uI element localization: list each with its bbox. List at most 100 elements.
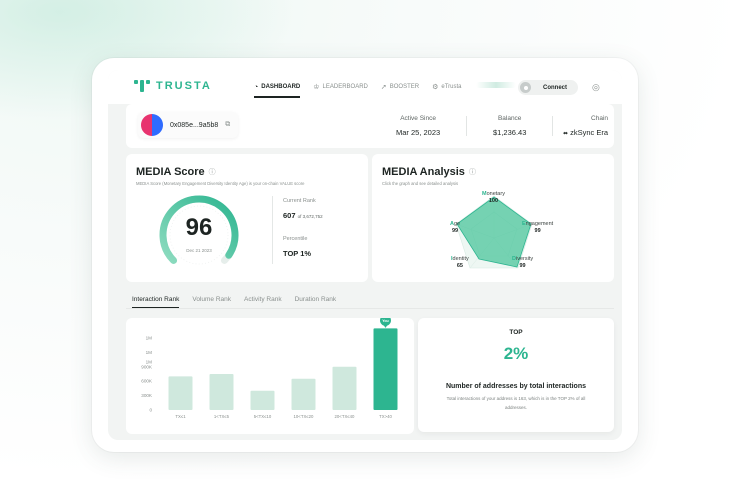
y-tick-label: 1M	[146, 350, 153, 355]
info-icon[interactable]: ⓘ	[208, 169, 216, 176]
you-marker-tail	[383, 324, 388, 328]
radar-label-age: Age 99	[450, 221, 461, 234]
account-summary-card: 0x085e...9a5b8 ⧉ Active Since Mar 25, 20…	[126, 104, 614, 148]
media-score-title-row: MEDIA Score ⓘ	[136, 166, 216, 178]
user-avatar-icon	[520, 82, 531, 93]
tab-volume-rank[interactable]: Volume Rank	[192, 296, 232, 303]
you-marker-pin	[380, 318, 391, 326]
active-since-stat: Active Since Mar 25, 2023	[396, 115, 440, 137]
balance-label: Balance	[497, 115, 522, 122]
brand-name: TRUSTA	[156, 80, 212, 92]
y-tick-label: 300K	[141, 393, 153, 398]
media-analysis-title: MEDIA Analysis	[382, 166, 465, 178]
current-rank-value-row: 607 of 3,672,752	[283, 211, 323, 220]
connect-button[interactable]: Connect	[518, 80, 578, 95]
radar-label-engagement: Engagement 99	[522, 221, 554, 234]
app-screen: TRUSTA ◔ DASHBOARD ♔ LEADERBOARD ➚ BOOSTER ⚙ eT…	[108, 70, 622, 440]
x-category-label: 10<TX≤20	[294, 414, 315, 419]
nav-item-label: DASHBOARD	[261, 84, 301, 90]
radar-label-diversity: Diversity 99	[512, 256, 534, 269]
nav-item-leaderboard[interactable]: ♔ LEADERBOARD	[313, 70, 368, 104]
bar-3[interactable]	[291, 378, 316, 410]
stat-divider	[552, 116, 553, 136]
rank-summary-card: TOP 2% Number of addresses by total inte…	[418, 318, 614, 432]
y-tick-label: 900K	[141, 364, 153, 369]
interaction-chart-card: 1M 1M 1M 900K 600K 300K 0 TX≤1 1<TX≤5 5<TX≤10 10<T…	[126, 318, 414, 434]
summary-title: Number of addresses by total interaction…	[445, 383, 587, 390]
zksync-icon: ⬌	[562, 131, 568, 137]
copy-icon[interactable]: ⧉	[225, 121, 231, 128]
active-since-label: Active Since	[400, 115, 436, 122]
balance-stat: Balance $1,236.43	[493, 115, 526, 137]
bar-4[interactable]	[332, 366, 357, 410]
stat-divider	[466, 116, 467, 136]
wallet-avatar	[141, 114, 163, 136]
score-gauge	[159, 195, 239, 265]
nav-item-booster[interactable]: ➚ BOOSTER	[381, 70, 419, 104]
x-category-label: 5<TX≤10	[254, 414, 272, 419]
wallet-address: 0x085e...9a5b8	[170, 121, 219, 129]
trusta-logo-icon	[134, 80, 150, 92]
chain-value: zkSync Era	[570, 128, 608, 137]
radar-label-monetary: Monetary 100	[482, 191, 505, 204]
rocket-icon: ➚	[380, 84, 387, 91]
score-date: Dec 21 2023	[186, 248, 212, 253]
wallet-address-pill[interactable]: 0x085e...9a5b8 ⧉	[138, 112, 238, 138]
radar-chart[interactable]	[434, 188, 554, 278]
radar-label-identity: Identity 65	[451, 256, 469, 269]
y-tick-label: 1M	[146, 336, 153, 341]
summary-top-label: TOP	[509, 329, 523, 336]
current-rank-value: 607	[283, 211, 296, 220]
you-marker: You	[380, 318, 391, 328]
tabs-divider	[126, 308, 614, 309]
nav-item-etrusta[interactable]: ⚙ eTrusta	[432, 70, 461, 104]
chain-value-row: ⬌ zkSync Era	[560, 128, 608, 137]
chain-label: Chain	[591, 115, 608, 122]
active-since-value: Mar 25, 2023	[396, 128, 441, 137]
info-icon[interactable]: ⓘ	[468, 169, 476, 176]
tab-interaction-rank[interactable]: Interaction Rank	[132, 296, 180, 308]
x-category-label: 20<TX≤40	[335, 414, 356, 419]
rank-tabs: Interaction Rank Volume Rank Activity Rank…	[132, 296, 336, 308]
radar-value-area	[456, 196, 532, 268]
you-marker-label: You	[382, 319, 389, 323]
y-tick-label: 1M	[146, 360, 153, 365]
media-score-card: MEDIA Score ⓘ MEDIA Score (Monetary Enga…	[126, 154, 368, 282]
media-analysis-subtitle: Click the graph and see detailed analysi…	[382, 181, 459, 186]
bar-5[interactable]	[373, 328, 398, 410]
bar-1[interactable]	[209, 374, 234, 410]
summary-description: Total interactions of your address is 16…	[446, 396, 586, 410]
top-navigation-bar: TRUSTA ◔ DASHBOARD ♔ LEADERBOARD ➚ BOOSTER ⚙ eT…	[108, 70, 622, 104]
gauge-icon: ◔	[254, 83, 259, 91]
tab-duration-rank[interactable]: Duration Rank	[294, 296, 337, 303]
bar-0[interactable]	[168, 376, 193, 410]
media-score-subtitle: MEDIA Score (Monetary Engagement Diversi…	[136, 181, 305, 186]
summary-percent: 2%	[503, 344, 529, 363]
current-rank-total: of 3,672,752	[297, 214, 323, 219]
balance-value: $1,236.43	[493, 128, 527, 137]
media-score-title: MEDIA Score	[136, 166, 205, 178]
tab-activity-rank[interactable]: Activity Rank	[244, 296, 282, 303]
bar-2[interactable]	[250, 390, 275, 410]
nav-item-label: BOOSTER	[389, 84, 420, 90]
percentile-label: Percentile	[283, 236, 308, 242]
blurred-decoration	[476, 82, 516, 88]
gauge-fill	[159, 195, 239, 264]
nav-item-label: eTrusta	[441, 84, 462, 90]
x-category-label: TX>40	[379, 414, 392, 419]
chain-stat: Chain ⬌ zkSync Era	[560, 115, 608, 137]
y-tick-label: 600K	[141, 379, 153, 384]
percentile-value: TOP 1%	[283, 249, 312, 258]
connect-label: Connect	[543, 84, 567, 91]
y-tick-label: 0	[149, 408, 152, 413]
x-category-label: 1<TX≤5	[214, 414, 230, 419]
current-rank-label: Current Rank	[283, 198, 316, 204]
score-divider	[272, 196, 273, 264]
trusta-logo[interactable]: TRUSTA	[134, 80, 212, 92]
globe-icon[interactable]: ◎	[592, 82, 600, 92]
settings-icon: ⚙	[432, 84, 439, 91]
nav-item-dashboard[interactable]: ◔ DASHBOARD	[254, 70, 301, 104]
score-value: 96	[185, 214, 213, 241]
crown-icon: ♔	[313, 84, 320, 91]
